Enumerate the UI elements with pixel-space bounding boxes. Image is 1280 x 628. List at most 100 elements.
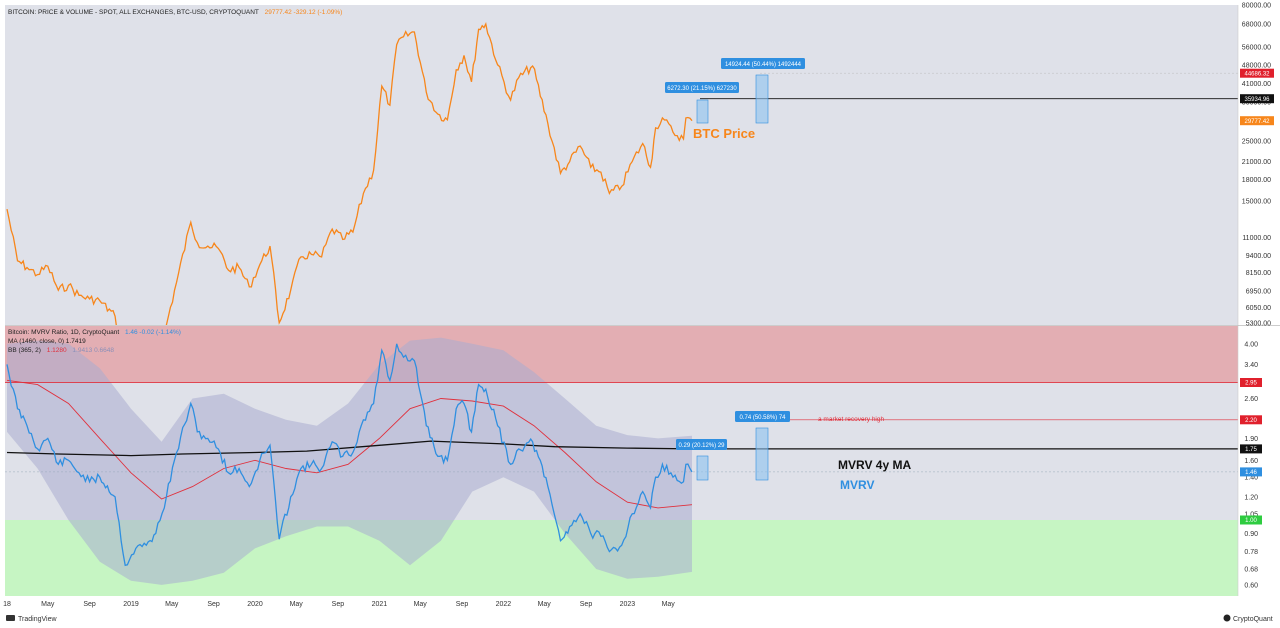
mvrv-y-axis: 4.00 3.40 2.60 2.20 1.90 1.60 1.40 1.20 1.05 0.90… [1244, 341, 1258, 589]
btc-price-annotation: BTC Price [693, 126, 755, 141]
tradingview-icon [6, 615, 15, 621]
btc-price-line [6, 22, 693, 325]
mvrv-tick-label: 2.60 [1244, 396, 1258, 403]
price-tick-label: 11000.00 [1242, 235, 1271, 242]
price-panel-bg [5, 5, 1238, 325]
mvrv-panel-title: Bitcoin: MVRV Ratio, 1D, CryptoQuant 1.4… [8, 329, 181, 336]
mvrv-box-2-label: 0.74 (50.58%) 74 [739, 415, 786, 421]
mvrv-axis-tag-label: 2.95 [1245, 381, 1257, 387]
x-tick-label: Sep [207, 601, 220, 608]
mvrv-tick-label: 0.60 [1244, 582, 1258, 589]
ma-legend: MA (1460, close, 0) 1.7419 [8, 338, 86, 345]
recovery-high-annotation: a market recovery high [818, 416, 884, 423]
price-tick-label: 6950.00 [1246, 289, 1271, 296]
x-tick-label: 2020 [247, 601, 263, 608]
x-tick-label: 18 [3, 601, 11, 608]
mvrv-axis-tag-label: 1.46 [1245, 470, 1257, 476]
price-box-1-label: 6272.30 (21.15%) 627230 [667, 86, 737, 92]
x-tick-label: May [414, 601, 428, 608]
cryptoquant-icon [1223, 614, 1231, 622]
bb-legend: BB (365, 2) 1.1280 1.9413 0.6648 [8, 347, 114, 354]
x-tick-label: May [165, 601, 179, 608]
mvrv-axis-tag-label: 1.75 [1245, 447, 1257, 453]
x-tick-label: 2019 [123, 601, 139, 608]
price-tick-label: 8150.00 [1246, 270, 1271, 277]
price-measure-box-1 [696, 99, 709, 124]
price-box-2-label: 14924.44 (50.44%) 1492444 [725, 62, 802, 68]
mvrv-tick-label: 3.40 [1244, 362, 1258, 369]
x-tick-label: Sep [456, 601, 469, 608]
price-axis-tag-label: 44686.32 [1244, 71, 1270, 77]
mvrv-annotation: MVRV [840, 478, 874, 492]
mvrv-title-value: 1.46 -0.02 (-1.14%) [125, 329, 181, 336]
price-axis-tags: 44686.32 35934.96 29777.42 [1240, 68, 1274, 126]
mvrv-box-1-label: 0.29 (20.12%) 29 [678, 443, 725, 449]
price-tick-label: 6050.00 [1246, 305, 1271, 312]
x-tick-label: Sep [580, 601, 593, 608]
mvrv-measure-box-1 [696, 455, 709, 481]
mvrv-tick-label: 1.05 [1244, 511, 1258, 518]
price-tick-label: 15000.00 [1242, 199, 1271, 206]
price-measure-box-2 [755, 74, 769, 124]
price-tick-label: 18000.00 [1242, 177, 1271, 184]
mvrv-line [6, 343, 693, 567]
mvrv-tick-label: 0.90 [1244, 531, 1258, 538]
time-x-axis: 18 May Sep 2019 May Sep 2020 May Sep 2021 May Sep 20… [3, 601, 675, 608]
measure-box-group: 6272.30 (21.15%) 627230 14924.44 (50.44%… [665, 58, 805, 481]
price-axis-tag-label: 35934.96 [1244, 97, 1270, 103]
price-axis-tag [1240, 68, 1274, 78]
price-tick-label: 80000.00 [1242, 3, 1271, 10]
mvrv-tick-label: 1.90 [1244, 436, 1258, 443]
bollinger-basis-line [6, 379, 693, 509]
price-tick-label: 5300.00 [1246, 320, 1271, 327]
price-title-text: BITCOIN: PRICE & VOLUME - SPOT, ALL EXCH… [8, 9, 259, 16]
x-tick-label: Sep [332, 601, 345, 608]
mvrv-axis-tag [1240, 467, 1262, 477]
x-tick-label: 2023 [620, 601, 636, 608]
mvrv-4y-ma-line [6, 440, 1238, 457]
x-tick-label: May [538, 601, 552, 608]
cryptoquant-logo: CryptoQuant [1223, 614, 1273, 623]
price-tick-label: 25000.00 [1242, 139, 1271, 146]
mvrv-axis-tag-label: 1.00 [1245, 518, 1257, 524]
mvrv-axis-tag [1240, 415, 1262, 425]
price-panel-title: BITCOIN: PRICE & VOLUME - SPOT, ALL EXCH… [8, 9, 342, 16]
price-y-axis: 80000.00 68000.00 56000.00 48000.00 41000.00… [1242, 3, 1271, 328]
x-tick-label: May [662, 601, 676, 608]
mvrv-axis-tag [1240, 515, 1262, 525]
bb-legend-basis: 1.1280 [47, 347, 67, 354]
price-tick-label: 9400.00 [1246, 253, 1271, 260]
x-tick-label: May [290, 601, 304, 608]
cryptoquant-logo-text: CryptoQuant [1233, 616, 1273, 623]
mvrv-axis-tag-label: 2.20 [1245, 418, 1257, 424]
mvrv-tick-label: 0.78 [1244, 549, 1258, 556]
x-tick-label: 2022 [496, 601, 512, 608]
price-axis-tag-label: 29777.42 [1244, 119, 1270, 125]
mvrv-box-1-label-bg [676, 439, 727, 450]
price-tick-label: 56000.00 [1242, 44, 1271, 51]
x-tick-label: May [41, 601, 55, 608]
mvrv-tick-label: 1.20 [1244, 494, 1258, 501]
overvalued-zone [5, 326, 1238, 383]
x-tick-label: 2021 [372, 601, 388, 608]
tradingview-logo-text: TradingView [18, 616, 57, 623]
mvrv-tick-label: 0.68 [1244, 567, 1258, 574]
price-box-1-label-bg [665, 82, 739, 93]
price-tick-label: 21000.00 [1242, 159, 1271, 166]
mvrv-axis-tag [1240, 378, 1262, 387]
price-box-2-label-bg [721, 58, 805, 69]
mvrv-ma-annotation: MVRV 4y MA [838, 458, 911, 472]
mvrv-tick-label: 1.60 [1244, 458, 1258, 465]
price-axis-tag [1240, 94, 1274, 104]
bollinger-band-area [7, 337, 692, 585]
bb-legend-name: BB (365, 2) [8, 347, 41, 354]
mvrv-axis-tags: 2.95 2.20 1.75 1.46 1.00 [1240, 378, 1262, 525]
bb-legend-bands: 1.9413 0.6648 [72, 347, 114, 354]
mvrv-title-text: Bitcoin: MVRV Ratio, 1D, CryptoQuant [8, 329, 119, 336]
mvrv-tick-label: 4.00 [1244, 341, 1258, 348]
price-tick-label: 68000.00 [1242, 22, 1271, 29]
mvrv-tick-label: 1.40 [1244, 475, 1258, 482]
price-axis-tag [1240, 116, 1274, 126]
mvrv-axis-tag [1240, 444, 1262, 454]
